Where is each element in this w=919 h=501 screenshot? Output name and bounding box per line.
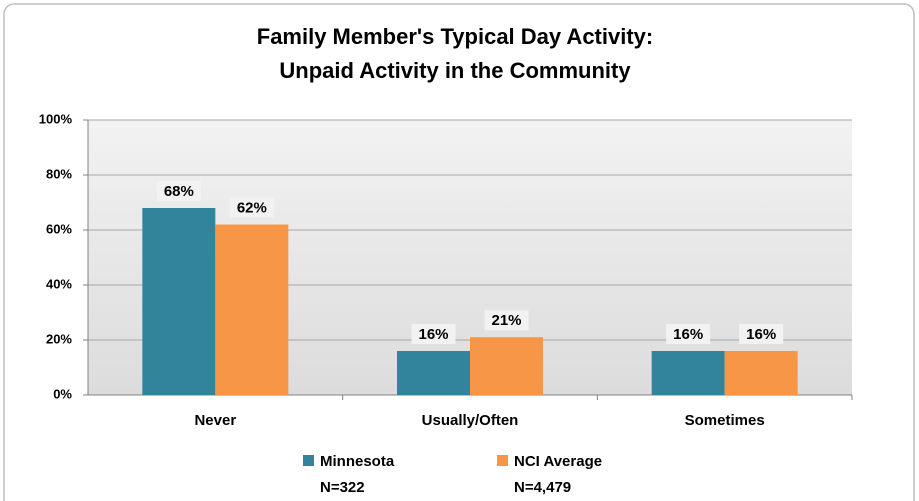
- data-label: 68%: [164, 183, 194, 200]
- x-tick-label: Never: [194, 412, 236, 429]
- y-tick-label: 80%: [46, 166, 72, 181]
- data-label-bg: [411, 324, 456, 344]
- legend-swatch: [303, 455, 314, 466]
- bar: [397, 351, 470, 395]
- bar: [651, 351, 725, 395]
- legend-label: Minnesota: [320, 453, 395, 470]
- y-tick-label: 20%: [46, 331, 72, 346]
- chart-title: Unpaid Activity in the Community: [279, 58, 631, 83]
- data-label: 16%: [746, 326, 776, 343]
- y-tick-label: 60%: [46, 221, 72, 236]
- data-label-bg: [156, 181, 201, 201]
- bar: [724, 351, 798, 395]
- y-tick-label: 100%: [39, 111, 73, 126]
- bar: [215, 224, 289, 395]
- legend-swatch: [497, 455, 508, 466]
- data-label-bg: [666, 324, 711, 344]
- data-label: 62%: [237, 199, 267, 216]
- bar: [142, 208, 216, 395]
- bar: [470, 337, 543, 395]
- x-tick-label: Sometimes: [685, 412, 765, 429]
- legend-note: N=4,479: [514, 479, 571, 496]
- legend-note: N=322: [320, 479, 365, 496]
- data-label: 16%: [673, 326, 703, 343]
- chart-title: Family Member's Typical Day Activity:: [257, 24, 653, 49]
- data-label: 21%: [491, 312, 521, 329]
- y-tick-label: 40%: [46, 276, 72, 291]
- data-label: 16%: [418, 326, 448, 343]
- y-tick-label: 0%: [53, 386, 72, 401]
- legend-label: NCI Average: [514, 453, 602, 470]
- data-label-bg: [739, 324, 784, 344]
- data-label-bg: [229, 197, 274, 218]
- data-label-bg: [484, 310, 529, 331]
- x-tick-label: Usually/Often: [422, 412, 519, 429]
